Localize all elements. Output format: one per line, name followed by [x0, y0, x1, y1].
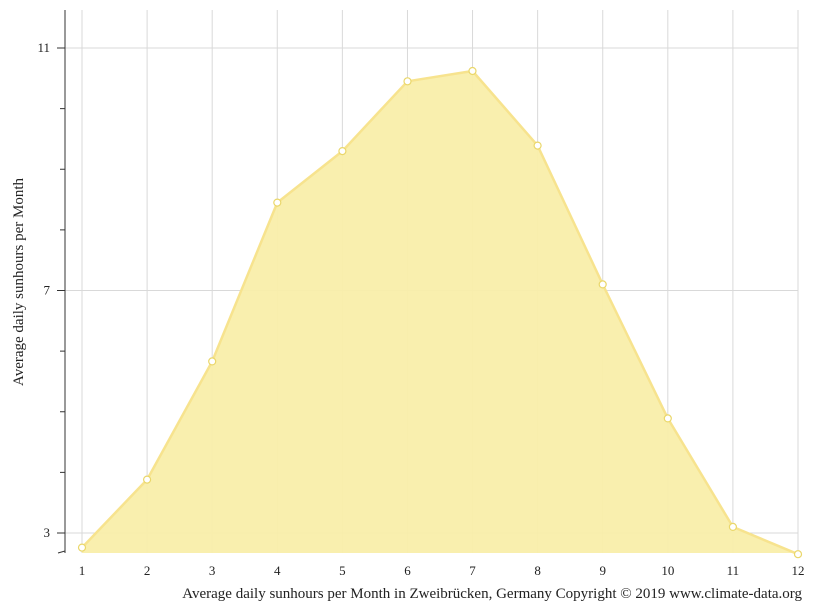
y-tick-labels: 3 7 11 — [37, 40, 50, 540]
x-tick-label-7: 7 — [469, 563, 476, 578]
x-tick-label-3: 3 — [209, 563, 216, 578]
data-point-month-2 — [143, 475, 152, 484]
y-axis-title: Average daily sunhours per Month — [11, 178, 27, 387]
x-tick-label-9: 9 — [599, 563, 606, 578]
data-point-month-12 — [793, 550, 803, 559]
series-line — [81, 69, 799, 556]
data-point-month-8 — [533, 141, 542, 150]
data-point-month-6 — [403, 77, 412, 86]
data-point-month-11 — [728, 522, 738, 532]
x-tick-label-11: 11 — [727, 563, 740, 578]
x-tick-label-1: 1 — [79, 563, 86, 578]
axes — [57, 10, 66, 554]
y-axis-end-tick — [57, 550, 66, 554]
x-tick-label-4: 4 — [274, 563, 281, 578]
x-tick-label-2: 2 — [144, 563, 151, 578]
data-point-month-5 — [338, 147, 347, 156]
x-tick-label-8: 8 — [534, 563, 541, 578]
data-point-month-9 — [598, 280, 607, 289]
area-fill — [82, 71, 798, 555]
data-point-month-7 — [468, 66, 477, 76]
data-point-month-10 — [663, 414, 672, 423]
x-tick-label-5: 5 — [339, 563, 346, 578]
data-point-month-1 — [77, 543, 87, 552]
y-tick-label-11: 11 — [37, 40, 50, 55]
x-tick-label-12: 12 — [792, 563, 805, 578]
data-point-month-3 — [208, 357, 217, 366]
data-points — [77, 66, 803, 559]
x-tick-label-6: 6 — [404, 563, 411, 578]
y-tick-label-7: 7 — [44, 283, 51, 298]
chart-caption: Average daily sunhours per Month in Zwei… — [182, 586, 802, 602]
data-point-month-4 — [273, 198, 282, 207]
x-tick-labels: 1 2 3 4 5 6 7 8 9 10 11 12 — [79, 563, 805, 578]
x-tick-label-10: 10 — [661, 563, 674, 578]
y-tick-label-3: 3 — [44, 525, 51, 540]
